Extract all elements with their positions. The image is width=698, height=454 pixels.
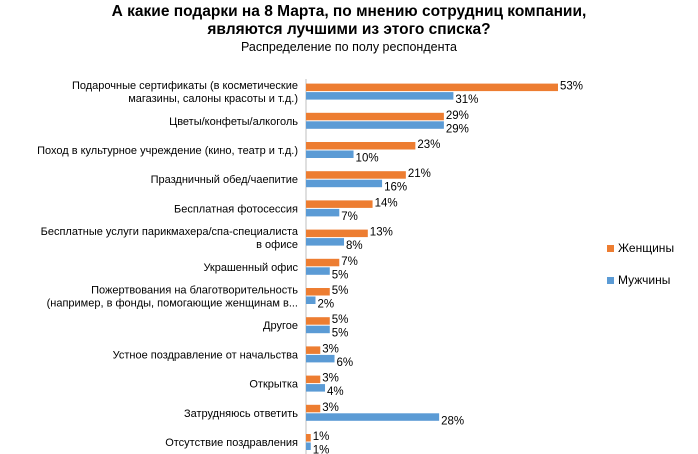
value-label-women: 53% (560, 81, 583, 93)
bar-men (306, 179, 383, 188)
value-label-women: 7% (341, 256, 358, 268)
bar-men (306, 296, 316, 304)
bar-women (306, 229, 368, 238)
bar-men (306, 413, 440, 421)
legend-swatch-men (607, 276, 614, 284)
category-label: Цветы/конфеты/алкоголь (169, 116, 298, 128)
category-label: Открытка (249, 379, 299, 391)
bar-women (306, 200, 373, 208)
bar-men (306, 208, 340, 217)
chart-title-line1: А какие подарки на 8 Марта, по мнению со… (111, 3, 587, 20)
chart-subtitle: Распределение по полу респондента (240, 40, 458, 54)
category-label: Бесплатные услуги парикмахера/спа-специа… (41, 226, 299, 251)
value-label-men: 16% (384, 182, 407, 194)
category-label-line: магазины, салоны красоты и т.д.) (128, 93, 298, 105)
category-label-line: (например, в фонды, помогающие женщинам … (47, 298, 298, 310)
category-label-line: Цветы/конфеты/алкоголь (169, 116, 298, 128)
bar-women (306, 434, 311, 442)
bar-women (306, 258, 340, 267)
legend-label-men: Мужчины (618, 273, 671, 287)
category-label-line: Украшенный офис (203, 262, 298, 274)
bar-women (306, 142, 416, 150)
legend-swatch-women (607, 244, 614, 252)
value-label-women: 23% (417, 139, 440, 151)
value-label-women: 3% (322, 343, 339, 355)
legend-item-women: Женщины (607, 241, 674, 255)
bar-women (306, 83, 558, 92)
bar-women (306, 346, 321, 354)
bar-men (306, 238, 345, 246)
category-label: Подарочные сертификаты (в косметические м… (72, 80, 298, 105)
category-label: Украшенный офис (203, 262, 298, 274)
category-label: Пожертвования на благотворительность (нап… (47, 285, 299, 310)
category-label-line: Открытка (249, 379, 299, 391)
value-label-men: 31% (455, 94, 478, 106)
category-label: Праздничный обед/чаепитие (151, 174, 298, 186)
category-label: Бесплатная фотосессия (174, 203, 298, 215)
bar-women (306, 375, 321, 384)
value-label-men: 29% (446, 123, 469, 135)
value-label-women: 21% (408, 168, 431, 180)
bar-men (306, 354, 335, 363)
bar-men (306, 121, 444, 129)
category-label: Устное поздравление от начальства (113, 349, 299, 361)
value-label-men: 10% (356, 153, 379, 165)
value-label-men: 6% (337, 357, 354, 369)
bar-men (306, 442, 311, 450)
bar-men (306, 267, 330, 275)
category-label-line: Пожертвования на благотворительность (91, 285, 298, 297)
bar-women (306, 317, 330, 325)
category-label-line: Подарочные сертификаты (в косметические (72, 80, 298, 92)
value-label-men: 8% (346, 240, 363, 252)
category-label: Поход в культурное учреждение (кино, теа… (37, 145, 298, 157)
bar-men (306, 325, 330, 334)
bar-men (306, 384, 326, 392)
category-label-line: Бесплатная фотосессия (174, 203, 298, 215)
category-label-line: Затрудняюсь ответить (184, 408, 298, 420)
category-label: Затрудняюсь ответить (184, 408, 298, 420)
value-label-men: 1% (313, 445, 330, 454)
chart-title-line2: являются лучшими из этого списка? (207, 21, 491, 38)
value-label-men: 5% (332, 269, 349, 281)
bar-women (306, 404, 321, 413)
value-label-men: 28% (441, 415, 464, 427)
value-label-women: 5% (332, 285, 349, 297)
bar-women (306, 112, 444, 121)
legend: Женщины Мужчины (607, 241, 674, 305)
value-label-men: 4% (327, 386, 344, 398)
value-label-women: 1% (313, 431, 330, 443)
value-label-men: 7% (341, 211, 358, 223)
value-label-women: 3% (322, 402, 339, 414)
value-label-men: 5% (332, 328, 349, 340)
bar-men (306, 150, 354, 158)
value-label-women: 14% (375, 197, 398, 209)
bar-men (306, 92, 454, 100)
value-label-women: 29% (446, 110, 469, 122)
value-label-women: 13% (370, 227, 393, 239)
bar-women (306, 171, 406, 179)
category-label: Другое (263, 320, 298, 332)
category-label-line: Другое (263, 320, 298, 332)
bar-women (306, 288, 330, 296)
category-label-line: Отсутствие поздравления (165, 437, 298, 449)
category-label-line: Поход в культурное учреждение (кино, теа… (37, 145, 298, 157)
category-label-line: Устное поздравление от начальства (113, 349, 299, 361)
value-label-men: 2% (318, 299, 335, 311)
legend-label-women: Женщины (618, 241, 675, 255)
value-label-women: 3% (322, 373, 339, 385)
category-label-line: Праздничный обед/чаепитие (151, 174, 298, 186)
category-label-line: в офисе (256, 239, 298, 251)
value-label-women: 5% (332, 314, 349, 326)
legend-item-men: Мужчины (607, 273, 674, 287)
category-label-line: Бесплатные услуги парикмахера/спа-специа… (41, 226, 299, 238)
category-label: Отсутствие поздравления (165, 437, 298, 449)
